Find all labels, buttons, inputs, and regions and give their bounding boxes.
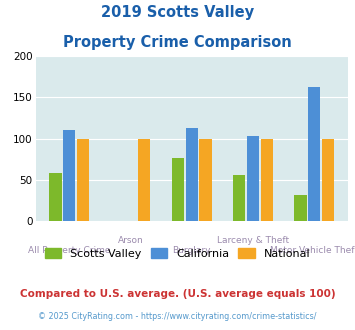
Text: All Property Crime: All Property Crime bbox=[28, 246, 110, 255]
Text: Burglary: Burglary bbox=[173, 246, 211, 255]
Bar bbox=[261, 139, 273, 221]
Bar bbox=[294, 195, 307, 221]
Text: Larceny & Theft: Larceny & Theft bbox=[217, 236, 289, 245]
Text: Compared to U.S. average. (U.S. average equals 100): Compared to U.S. average. (U.S. average … bbox=[20, 289, 335, 299]
Text: Property Crime Comparison: Property Crime Comparison bbox=[63, 35, 292, 50]
Bar bbox=[172, 157, 184, 221]
Legend: Scotts Valley, California, National: Scotts Valley, California, National bbox=[40, 244, 315, 263]
Text: 2019 Scotts Valley: 2019 Scotts Valley bbox=[101, 5, 254, 20]
Text: Arson: Arson bbox=[118, 236, 143, 245]
Bar bbox=[308, 86, 320, 221]
Bar bbox=[49, 173, 61, 221]
Bar bbox=[200, 139, 212, 221]
Bar bbox=[322, 139, 334, 221]
Bar bbox=[247, 136, 259, 221]
Text: Motor Vehicle Theft: Motor Vehicle Theft bbox=[270, 246, 355, 255]
Bar bbox=[186, 128, 198, 221]
Text: © 2025 CityRating.com - https://www.cityrating.com/crime-statistics/: © 2025 CityRating.com - https://www.city… bbox=[38, 312, 317, 321]
Bar bbox=[63, 130, 75, 221]
Bar bbox=[138, 139, 151, 221]
Bar bbox=[77, 139, 89, 221]
Bar bbox=[233, 175, 245, 221]
